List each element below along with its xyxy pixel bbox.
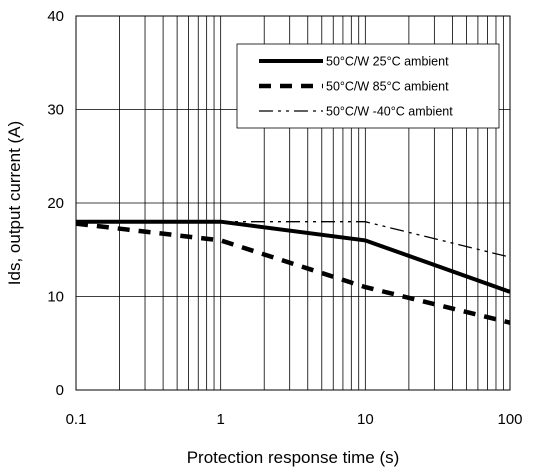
legend-label-3: 50°C/W -40°C ambient: [326, 105, 453, 119]
legend-label-2: 50°C/W 85°C ambient: [326, 80, 449, 94]
x-tick-label: 10: [357, 411, 374, 428]
y-tick-label: 0: [56, 382, 64, 399]
y-tick-label: 40: [47, 8, 64, 25]
y-tick-label: 10: [47, 289, 64, 306]
legend: 50°C/W 25°C ambient 50°C/W 85°C ambient 50…: [236, 43, 500, 129]
plot-frame: [75, 15, 511, 391]
x-tick-label: 1: [216, 411, 224, 428]
y-tick-label: 30: [47, 102, 64, 119]
y-axis-title: Ids, output current (A): [5, 121, 24, 285]
tick-labels: 0.1 1 10 100 0 10 20 30 40: [47, 8, 522, 428]
legend-label-1: 50°C/W 25°C ambient: [326, 55, 449, 69]
x-tick-label: 0.1: [66, 411, 87, 428]
grid: [76, 16, 510, 390]
series-line-2: [75, 221, 511, 325]
series-line-3: [76, 221, 511, 258]
x-axis-title: Protection response time (s): [187, 448, 400, 467]
x-tick-label: 100: [497, 411, 522, 428]
series-group: [75, 219, 511, 325]
y-tick-label: 20: [47, 195, 64, 212]
